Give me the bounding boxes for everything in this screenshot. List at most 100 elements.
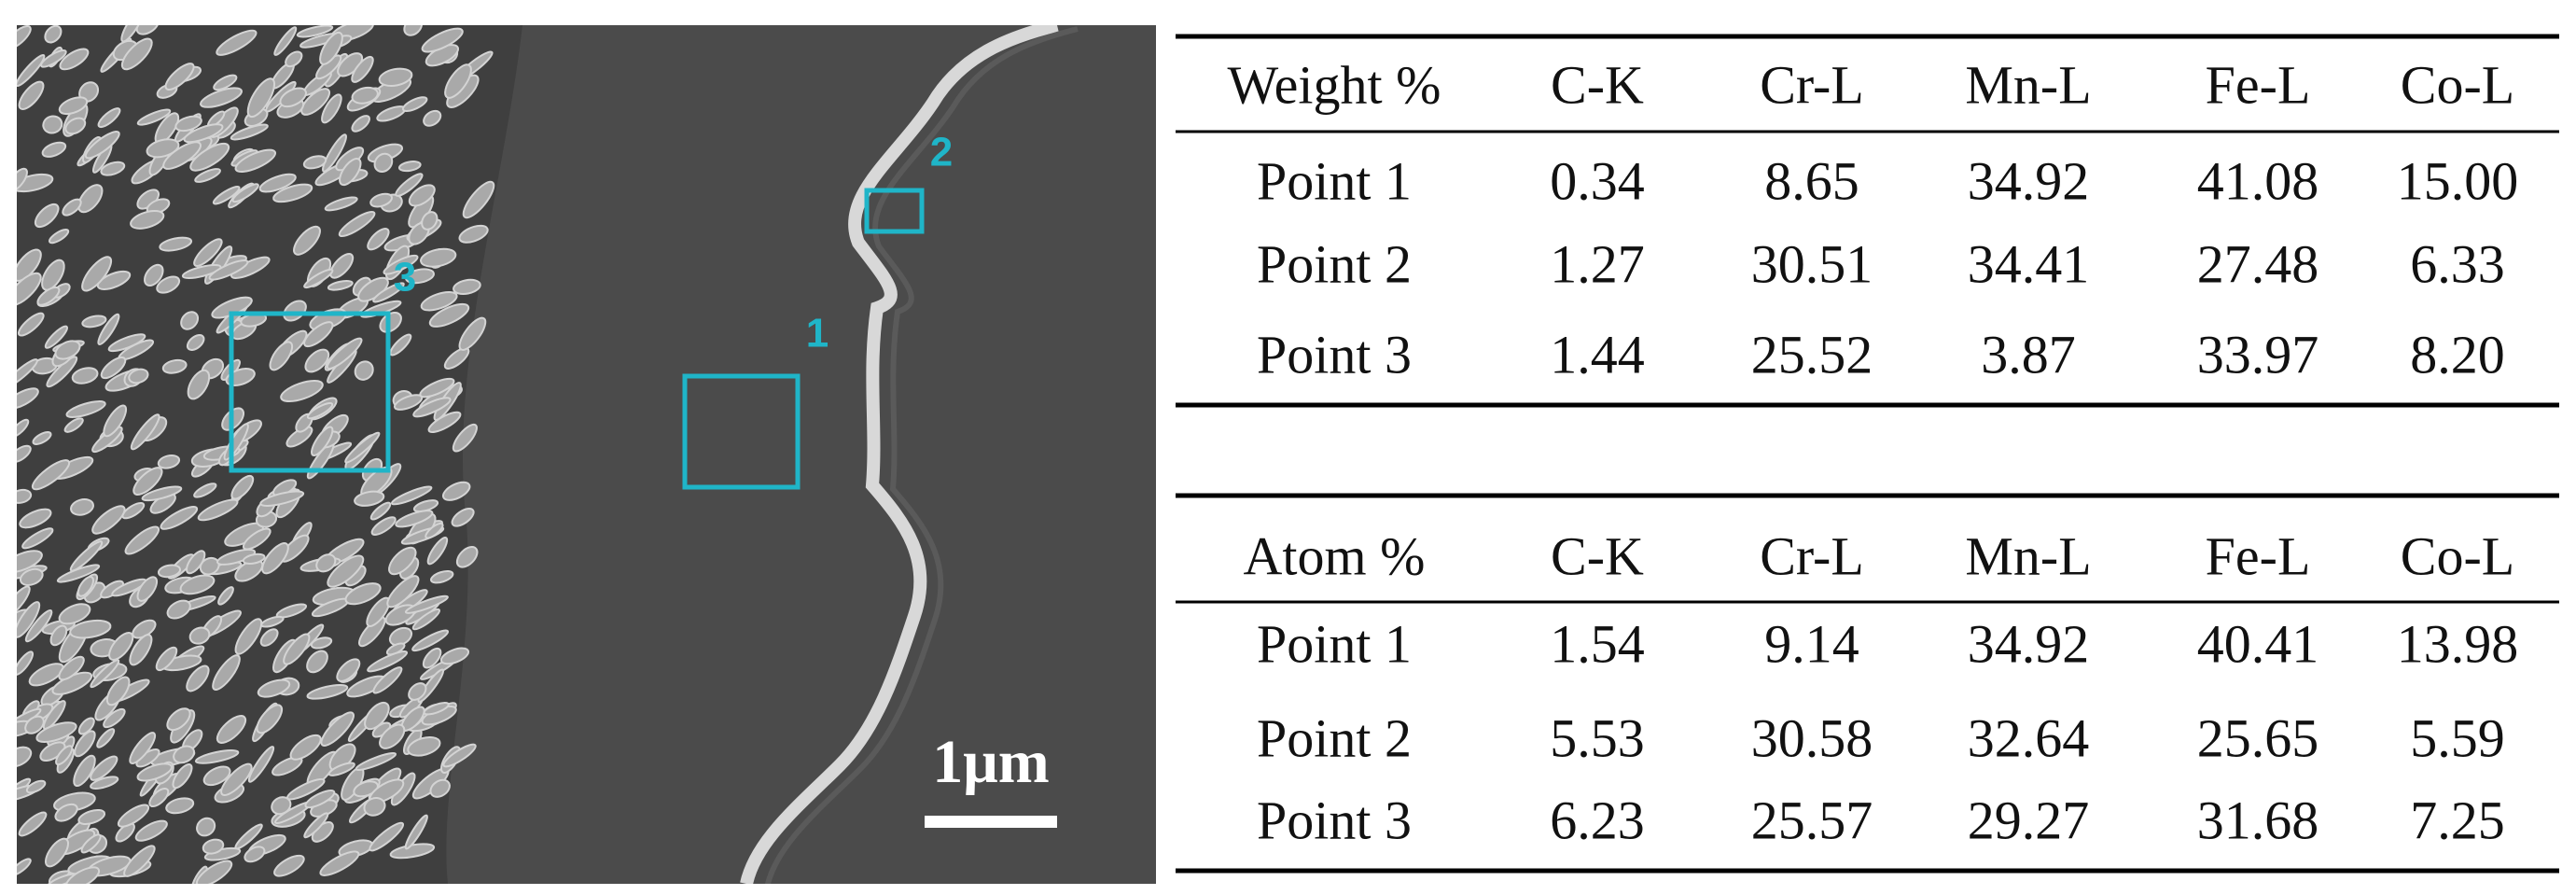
dendrite (31, 459, 71, 491)
dendrite (303, 812, 329, 839)
dendrite (302, 155, 327, 170)
dendrite (231, 183, 259, 203)
dendrite (173, 745, 196, 764)
dendrite (336, 658, 361, 682)
dendrite (17, 25, 32, 50)
dendrite (180, 311, 200, 330)
table-cell: Point 1 (1257, 613, 1412, 674)
dendrite (404, 814, 428, 850)
dendrite (157, 564, 182, 579)
dendrite (272, 183, 313, 203)
dendrite (234, 148, 277, 174)
dendrite (132, 467, 163, 496)
dendrite (71, 367, 99, 385)
dendrite (129, 732, 157, 764)
dendrite (217, 586, 234, 606)
dendrite (73, 754, 96, 788)
dendrite (193, 482, 217, 498)
dendrite (35, 721, 77, 743)
dendrite (166, 707, 191, 732)
dendrite (395, 510, 434, 528)
dendrite (42, 115, 63, 134)
dendrite (24, 715, 45, 734)
dendrite (425, 522, 444, 539)
dendrite (369, 192, 393, 208)
dendrite (17, 312, 45, 337)
dendrite (344, 582, 382, 606)
dendrite (293, 225, 321, 256)
dendrite (135, 25, 160, 35)
dendrite (306, 401, 334, 420)
dendrite (390, 485, 433, 506)
dendrite (19, 567, 44, 586)
dendrite (273, 26, 298, 56)
dendrite (458, 224, 489, 244)
dendrite (195, 860, 233, 884)
dendrite (141, 485, 183, 502)
dendrite (258, 173, 297, 193)
table-cell: 1.27 (1550, 233, 1645, 294)
dendrite (257, 678, 291, 698)
dendrite (315, 553, 337, 573)
table-cell: Point 3 (1257, 790, 1412, 850)
dendrite (97, 107, 121, 129)
dendrite (246, 77, 276, 119)
dendrite (49, 228, 70, 245)
dendrite (261, 542, 289, 575)
dendrite (372, 666, 403, 694)
dendrite (186, 550, 206, 575)
dendrite (411, 629, 450, 652)
dendrite (17, 444, 32, 464)
dendrite (172, 763, 193, 790)
dendrite (369, 501, 392, 521)
dendrite (55, 745, 74, 766)
table-cell: 5.59 (2410, 707, 2505, 768)
dendrite (351, 55, 374, 83)
table-cell: Point 3 (1257, 324, 1412, 385)
dendrite (338, 210, 376, 238)
dendrite (120, 37, 153, 71)
dendrite (363, 797, 386, 817)
dendrite (421, 27, 464, 53)
table-cell: Point 2 (1257, 233, 1412, 294)
dendrite (379, 723, 406, 749)
dendrite (100, 357, 127, 380)
dendrite (370, 516, 397, 536)
region-box (682, 373, 801, 490)
dendrite (327, 762, 355, 776)
dendrite (354, 490, 385, 507)
dendrite (44, 837, 70, 868)
dendrite (90, 755, 118, 781)
region-label: 2 (930, 130, 953, 175)
dendrite (186, 664, 210, 692)
table-header: Mn-L (1965, 525, 2091, 586)
region-box (864, 188, 925, 234)
dendrite (451, 507, 475, 527)
table-cell: 31.68 (2197, 790, 2319, 850)
table-header: C-K (1551, 525, 1644, 586)
table-cell: 9.14 (1764, 613, 1859, 674)
dendrite (379, 311, 402, 333)
dendrite (202, 838, 225, 855)
tables: Weight % C-K Cr-L Mn-L Fe-L Co-L Point 1 0.34 8.… (1176, 34, 2559, 874)
dendrite (208, 259, 249, 281)
dendrite (354, 360, 374, 381)
dendrite (280, 379, 324, 403)
dendrite (18, 80, 45, 110)
dendrite (64, 866, 101, 884)
table-header: Fe-L (2206, 525, 2311, 586)
dendrite (49, 624, 68, 647)
region-label: 1 (806, 311, 828, 357)
dendrite (321, 93, 342, 124)
dendrite (136, 576, 159, 602)
dendrite (123, 845, 156, 877)
dendrite (395, 173, 424, 197)
dendrite (327, 280, 354, 291)
dendrite (159, 236, 193, 252)
dendrite (388, 546, 417, 576)
dendrite (427, 411, 462, 434)
table-header: Mn-L (1965, 54, 2091, 115)
dendrite (344, 431, 381, 464)
dendrite (304, 348, 330, 373)
